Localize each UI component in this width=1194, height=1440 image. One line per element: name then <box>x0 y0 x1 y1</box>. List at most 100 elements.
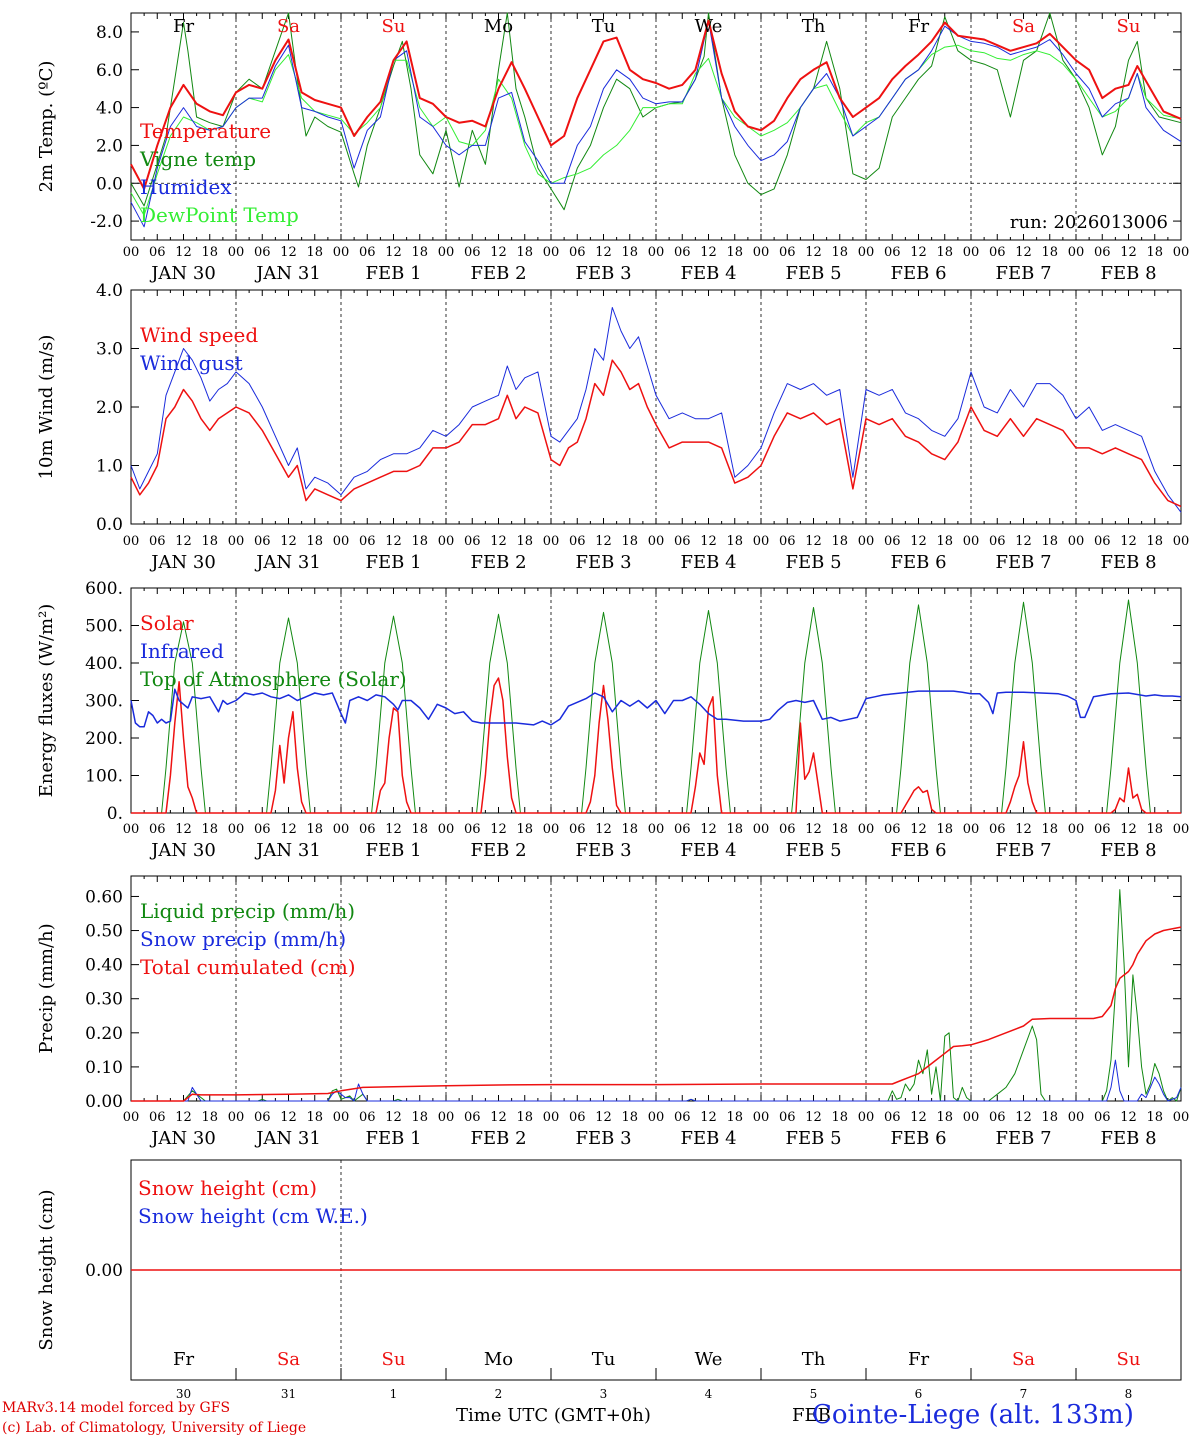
hour-tick-label: 06 <box>464 245 481 260</box>
hour-tick-label: 06 <box>989 245 1006 260</box>
hour-tick-label: 00 <box>438 245 455 260</box>
hour-tick-label: 00 <box>648 822 665 837</box>
hour-tick-label: 06 <box>779 534 796 549</box>
weekday-label-top: Tu <box>592 16 616 37</box>
hour-tick-label: 06 <box>359 822 376 837</box>
weekday-label-bottom: Su <box>382 1349 406 1370</box>
date-label: JAN 30 <box>149 552 216 573</box>
date-label: FEB 7 <box>995 552 1051 573</box>
hour-tick-label: 06 <box>779 1110 796 1125</box>
day-number-label: 1 <box>390 1387 398 1401</box>
date-label: FEB 5 <box>785 552 841 573</box>
hour-tick-label: 12 <box>1120 245 1137 260</box>
hour-tick-label: 00 <box>753 534 770 549</box>
day-number-label: 8 <box>1125 1387 1133 1401</box>
hour-tick-label: 18 <box>306 1110 323 1125</box>
hour-tick-label: 12 <box>1120 822 1137 837</box>
hour-tick-label: 06 <box>884 245 901 260</box>
hour-tick-label: 18 <box>726 822 743 837</box>
y-tick-label: 0.00 <box>85 1092 123 1112</box>
panel-snow: 0.00 Fr Sa Su Mo Tu We Th Fr Sa Su 30 31 1 2 3 4 5 6 7 8 Snow… <box>36 1159 1182 1401</box>
hour-tick-label: 00 <box>543 245 560 260</box>
hour-tick-label: 12 <box>910 245 927 260</box>
hour-tick-label: 12 <box>805 534 822 549</box>
hour-tick-label: 00 <box>1068 1110 1085 1125</box>
date-label: FEB 3 <box>575 840 631 861</box>
hour-tick-label: 12 <box>595 822 612 837</box>
day-number-label: 4 <box>705 1387 713 1401</box>
date-label: FEB 4 <box>680 840 736 861</box>
legend-entry: Snow height (cm) <box>138 1176 317 1200</box>
hour-tick-label: 18 <box>726 534 743 549</box>
hour-tick-label: 18 <box>411 245 428 260</box>
hour-tick-label: 12 <box>595 1110 612 1125</box>
hour-tick-label: 12 <box>1015 534 1032 549</box>
series-wind-gust <box>130 307 1182 513</box>
y-tick-label: 8.0 <box>96 23 123 43</box>
series-vigne-temp <box>130 12 1182 211</box>
hour-tick-label: 00 <box>543 822 560 837</box>
legend-entry: Temperature <box>140 119 271 143</box>
y-tick-label: 1.0 <box>96 457 123 477</box>
hour-tick-label: 00 <box>438 534 455 549</box>
hour-tick-label: 18 <box>831 245 848 260</box>
hour-tick-label: 06 <box>884 822 901 837</box>
hour-tick-label: 18 <box>516 534 533 549</box>
hour-tick-label: 06 <box>989 1110 1006 1125</box>
hour-tick-label: 12 <box>175 534 192 549</box>
hour-tick-label: 00 <box>228 822 245 837</box>
date-label: FEB 1 <box>365 1128 421 1149</box>
hour-tick-label: 12 <box>490 822 507 837</box>
series-humidex <box>130 20 1182 228</box>
hour-tick-label: 12 <box>280 534 297 549</box>
hour-tick-label: 12 <box>490 245 507 260</box>
legend-entry: Humidex <box>140 175 232 199</box>
hour-tick-label: 18 <box>516 822 533 837</box>
hour-tick-label: 12 <box>700 822 717 837</box>
hour-tick-label: 12 <box>385 534 402 549</box>
hour-tick-label: 06 <box>1094 822 1111 837</box>
date-label: JAN 31 <box>254 263 321 284</box>
y-tick-label: 200. <box>85 729 123 749</box>
hour-tick-label: 18 <box>831 1110 848 1125</box>
series-total-cumulated-cm- <box>131 926 1182 1102</box>
y-tick-label: 0.00 <box>85 1261 123 1281</box>
hour-tick-label: 00 <box>753 822 770 837</box>
hour-tick-label: 12 <box>385 822 402 837</box>
date-label: FEB 8 <box>1100 840 1156 861</box>
hour-tick-label: 12 <box>700 1110 717 1125</box>
weekday-label-bottom: Sa <box>1012 1349 1035 1370</box>
hour-tick-label: 18 <box>411 1110 428 1125</box>
hour-tick-label: 18 <box>1146 245 1163 260</box>
weekday-label-top: Sa <box>1012 16 1035 37</box>
hour-tick-label: 18 <box>1041 1110 1058 1125</box>
hour-tick-label: 00 <box>753 1110 770 1125</box>
y-tick-label: 0. <box>107 804 123 824</box>
hour-tick-label: 12 <box>1015 822 1032 837</box>
y-axis-label: Snow height (cm) <box>36 1189 57 1350</box>
legend-entry: Snow height (cm W.E.) <box>138 1204 368 1228</box>
date-label: FEB 3 <box>575 552 631 573</box>
hour-tick-label: 18 <box>621 822 638 837</box>
hour-tick-label: 18 <box>831 534 848 549</box>
month-label: FEB <box>792 1405 831 1426</box>
weekday-label-top: Su <box>1117 16 1141 37</box>
y-tick-label: 2.0 <box>96 136 123 156</box>
hour-tick-label: 00 <box>543 1110 560 1125</box>
legend-entry: Infrared <box>140 639 224 663</box>
hour-tick-label: 12 <box>700 245 717 260</box>
hour-tick-label: 06 <box>1094 245 1111 260</box>
date-label: JAN 31 <box>254 552 321 573</box>
hour-tick-label: 00 <box>1068 245 1085 260</box>
weekday-label-top: Mo <box>484 16 513 37</box>
hour-tick-label: 12 <box>175 245 192 260</box>
legend-entry: Total cumulated (cm) <box>140 955 356 979</box>
hour-tick-label: 12 <box>1015 245 1032 260</box>
hour-tick-label: 18 <box>1146 1110 1163 1125</box>
weekday-label-bottom: Tu <box>592 1349 616 1370</box>
hour-tick-label: 06 <box>989 534 1006 549</box>
hour-tick-label: 00 <box>648 534 665 549</box>
hour-tick-label: 18 <box>1041 245 1058 260</box>
hour-tick-label: 12 <box>280 822 297 837</box>
legend-entry: DewPoint Temp <box>140 203 299 227</box>
